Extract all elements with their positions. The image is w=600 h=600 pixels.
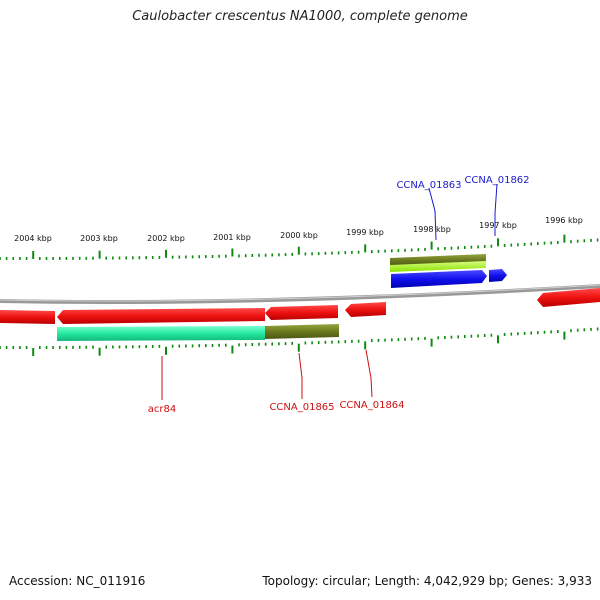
upper-scale: [0, 234, 599, 260]
reverse-leaders: [161, 349, 373, 400]
genome-title: Caulobacter crescentus NA1000, complete …: [132, 9, 468, 24]
gene-label-ccna-01865[interactable]: CCNA_01865: [269, 402, 334, 413]
gene-arrow-ccna-01865[interactable]: [265, 305, 338, 320]
gene-arrow-ccna-01862[interactable]: [489, 269, 507, 282]
gene-label-ccna-01862[interactable]: CCNA_01862: [464, 175, 529, 186]
tick-label: 2004 kbp: [14, 234, 52, 243]
feature-lime-forward: [390, 261, 486, 272]
tick-labels: 2004 kbp 2003 kbp 2002 kbp 2001 kbp 2000…: [14, 216, 583, 243]
feature-olive-reverse: [265, 324, 339, 339]
tick-label: 1997 kbp: [479, 221, 517, 230]
gene-arrow-ccna-01864[interactable]: [345, 302, 386, 317]
genome-backbone: [0, 284, 600, 304]
topology-summary-text: Topology: circular; Length: 4,042,929 bp…: [262, 574, 592, 588]
gene-label-acr84[interactable]: acr84: [148, 404, 176, 415]
accession-text: Accession: NC_011916: [9, 574, 146, 588]
feature-teal-reverse: [57, 326, 265, 341]
tick-label: 2001 kbp: [213, 233, 251, 242]
gene-label-ccna-01864[interactable]: CCNA_01864: [339, 400, 404, 411]
tick-label: 2002 kbp: [147, 234, 185, 243]
gene-arrow-right-edge[interactable]: [537, 288, 600, 307]
genome-backbone-highlight: [0, 284, 600, 302]
tick-label: 1999 kbp: [346, 228, 384, 237]
forward-leaders: [428, 183, 498, 241]
gene-arrow-left-edge[interactable]: [0, 310, 55, 324]
tick-label: 2003 kbp: [80, 234, 118, 243]
gene-arrow-acr84[interactable]: [57, 308, 265, 324]
tick-label: 1998 kbp: [413, 225, 451, 234]
tick-label: 2000 kbp: [280, 231, 318, 240]
lower-scale: [0, 327, 599, 356]
gene-arrow-ccna-01863[interactable]: [391, 270, 487, 288]
gene-label-ccna-01863[interactable]: CCNA_01863: [396, 180, 461, 191]
tick-label: 1996 kbp: [545, 216, 583, 225]
